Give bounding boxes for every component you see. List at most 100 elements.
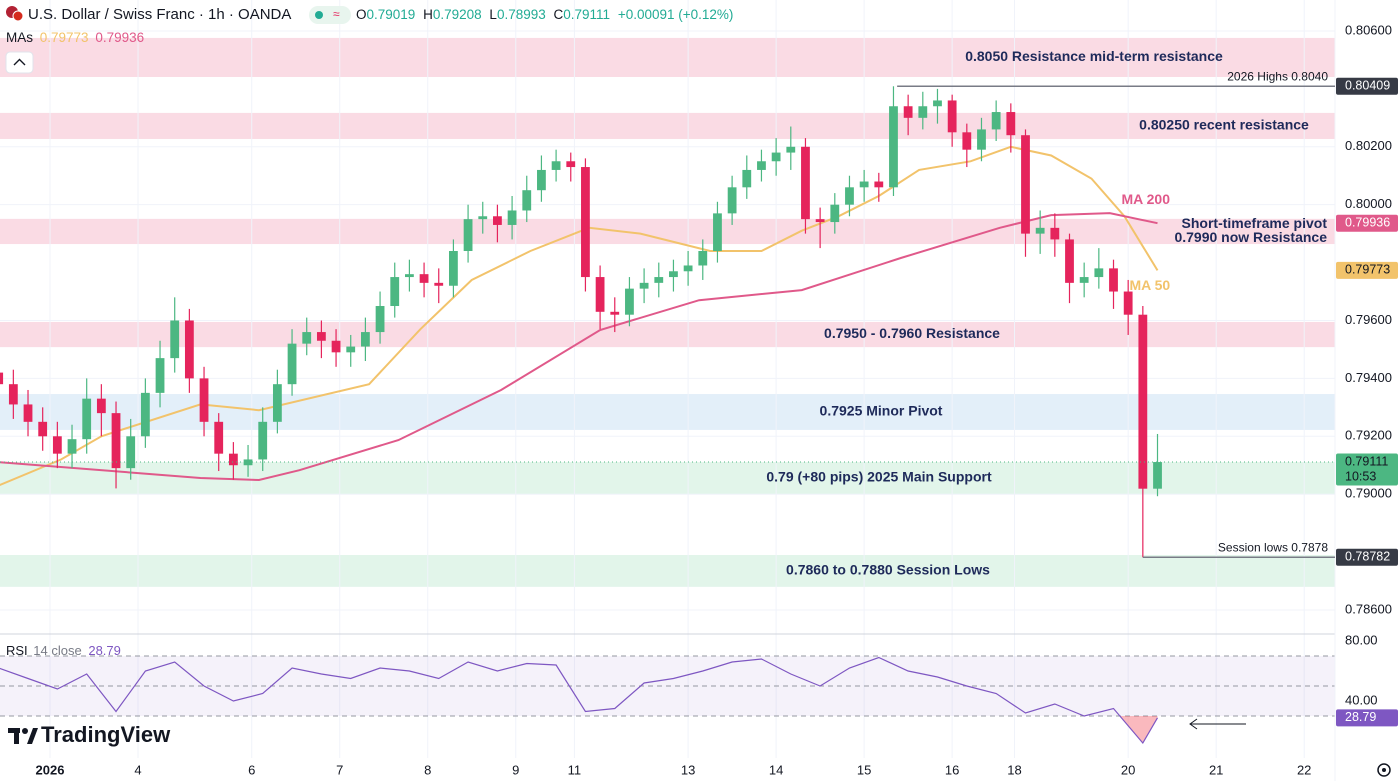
rsi-legend: RSI 14 close 28.79 [6,643,121,658]
gear-icon [1382,768,1386,772]
ohlc-letter: O [356,7,367,22]
candle-body [302,332,312,344]
price-badge-label: 0.78782 [1345,550,1390,564]
gear-icon [1377,763,1391,777]
x-tick-label: 16 [945,762,959,777]
y-tick-label: 0.79600 [1345,312,1392,327]
ohlc-letter: C [554,7,564,22]
rsi-badge [1336,709,1398,727]
y-tick-label: 0.80200 [1345,138,1392,153]
candle-body [1094,268,1104,278]
collapse-button[interactable] [5,51,34,74]
candle-body [23,404,33,422]
rsi-value: 28.79 [88,643,121,658]
zone-label: 0.7950 - 0.7960 Resistance [824,325,1000,341]
candle-body [0,372,4,385]
candle-body [874,181,884,188]
candle-body [683,265,693,272]
candle-body [845,187,854,205]
candle-body [815,219,825,223]
zone-label: 0.7925 Minor Pivot [820,403,943,419]
price-badge [1336,261,1398,279]
ohlc-value: 0.78993 [497,7,546,22]
candle-body [170,320,180,359]
candle-body [449,251,458,286]
candle-body [786,146,796,153]
candle-body [199,378,209,422]
candle-body [933,100,942,107]
symbol-title: U.S. Dollar / Swiss Franc · 1h · OANDA [28,6,291,23]
ma-label: MA 50 [1130,277,1171,293]
candle-body [859,181,869,188]
candle-body [287,343,297,385]
candle-body [67,439,77,454]
candle-body [214,421,224,454]
candle-body [463,219,473,252]
ma-label: MA 200 [1122,191,1171,207]
ma-legend-value: 0.79936 [95,30,144,45]
logo-shape [27,728,38,744]
logo-shape [14,728,19,744]
zone-label: 0.7990 now Resistance [1174,229,1327,245]
candle-body [419,274,429,283]
candle-body [140,392,150,437]
zone [0,321,1335,348]
ohlc-readout: O0.79019 H0.79208 L0.78993 C0.79111 +0.0… [356,7,733,22]
candle-body [1065,239,1074,283]
candle-body [1079,277,1089,283]
ma-legend: MAs 0.79773 0.79936 [6,30,144,45]
status-dot [315,11,323,19]
candle-body [316,332,326,341]
settings-button[interactable] [1377,763,1391,777]
price-badge [1336,548,1398,566]
zone-label: 0.79 (+80 pips) 2025 Main Support [766,469,992,485]
candle-body [918,106,928,118]
candle-body [52,436,62,454]
y-tick-label: 0.80600 [1345,22,1392,37]
rsi-pane [0,655,1335,745]
candle-body [610,311,620,315]
candle-body [757,161,766,170]
ohlc-value: 0.79111 [563,7,610,22]
level-label: 2026 Highs 0.8040 [1227,69,1328,83]
zone [0,554,1335,587]
price-badge-label: 0.79773 [1345,263,1390,277]
zone [0,112,1335,139]
candle-body [1123,291,1133,315]
ma-line [0,145,1159,487]
candle-body [962,132,972,150]
zones [0,37,1335,587]
grid [0,0,1335,758]
y-tick-label: 0.79400 [1345,370,1392,385]
ohlc-value: 0.79019 [367,7,416,22]
candle-body [625,288,634,315]
y-tick-label: 0.79200 [1345,428,1392,443]
candle-body [184,320,194,379]
candle-body [1021,135,1030,234]
price-badge-label: 0.80409 [1345,79,1390,93]
candle-body [1006,112,1016,136]
y-tick-label: 0.80000 [1345,196,1392,211]
price-badge [1336,453,1398,486]
candle-body [801,146,810,220]
zone-label: 0.7860 to 0.7880 Session Lows [786,562,990,578]
candle-body [947,100,957,133]
logo-shape [22,728,28,734]
candle-body [771,152,781,162]
x-tick-label: 22 [1297,762,1311,777]
rsi-tick-label: 40.00 [1345,692,1378,707]
candle-body [8,384,18,405]
arrow-head [1189,718,1198,730]
candle-body [522,190,532,211]
candle-body [331,340,341,353]
candle-body [551,161,561,170]
candle-body [493,216,502,225]
candle-body [713,213,722,252]
x-tick-label: 18 [1007,762,1021,777]
candle-body [390,277,400,307]
x-tick-label: 2026 [36,762,65,777]
candle-body [478,216,488,220]
candle-body [903,106,913,118]
candle-body [111,413,121,469]
